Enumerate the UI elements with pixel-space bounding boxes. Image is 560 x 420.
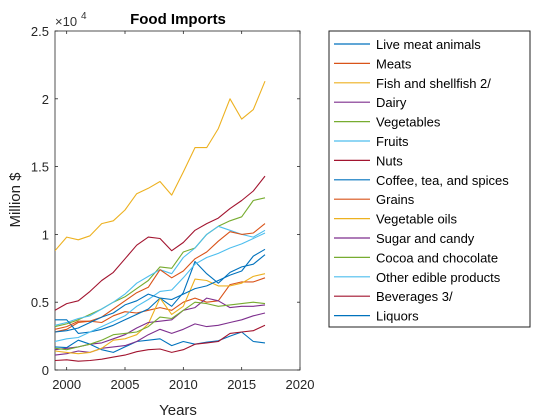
legend-box	[328, 30, 531, 328]
series-line-12	[55, 301, 266, 351]
series-line-14	[55, 175, 266, 311]
series-line-9	[55, 223, 266, 330]
legend-label: Sugar and candy	[376, 231, 475, 246]
legend-label: Coffee, tea, and spices	[376, 173, 509, 188]
series-line-15	[55, 248, 266, 333]
legend-label: Nuts	[376, 153, 403, 168]
y-tick-label: 0	[42, 363, 49, 378]
series-line-3	[55, 80, 266, 252]
x-tick-label: 2020	[286, 377, 315, 392]
legend-label: Grains	[376, 192, 415, 207]
exponent-base: ×10	[55, 14, 77, 29]
x-axis-label: Years	[159, 402, 197, 419]
legend: Live meat animals Meats Fish and shellfish…	[328, 30, 531, 328]
series-line-7	[55, 324, 266, 362]
y-tick-label: 0.5	[31, 295, 49, 310]
x-tick-label: 2015	[227, 377, 256, 392]
x-tick-label: 2000	[52, 377, 81, 392]
y-tick-label: 1	[42, 227, 49, 242]
series-line-5	[55, 197, 266, 328]
series-layer	[55, 80, 266, 362]
legend-label: Other edible products	[376, 270, 501, 285]
y-tick-label: 1.5	[31, 160, 49, 175]
series-line-13	[55, 232, 266, 343]
y-axis-label: Million $	[7, 172, 24, 228]
legend-label: Vegetable oils	[376, 212, 457, 227]
x-tick-label: 2010	[169, 377, 198, 392]
legend-label: Vegetables	[376, 115, 441, 130]
legend-label: Live meat animals	[376, 37, 481, 52]
legend-label: Fish and shellfish 2/	[376, 76, 491, 91]
plot-frame	[54, 30, 301, 371]
legend-label: Cocoa and chocolate	[376, 250, 498, 265]
y-axis-exponent: ×10 4	[55, 11, 87, 29]
chart-title: Food Imports	[130, 11, 226, 28]
x-tick-label: 2005	[111, 377, 140, 392]
y-tick-label: 2	[42, 92, 49, 107]
legend-label: Fruits	[376, 134, 409, 149]
legend-label: Dairy	[376, 95, 407, 110]
legend-label: Liquors	[376, 309, 419, 324]
axes: 2000 2005 2010 2015 2020 0 0.5 1 1.5 2 2.5	[31, 24, 315, 392]
legend-label: Meats	[376, 56, 412, 71]
y-tick-label: 2.5	[31, 24, 49, 39]
exponent-power: 4	[81, 11, 87, 22]
legend-label: Beverages 3/	[376, 289, 453, 304]
